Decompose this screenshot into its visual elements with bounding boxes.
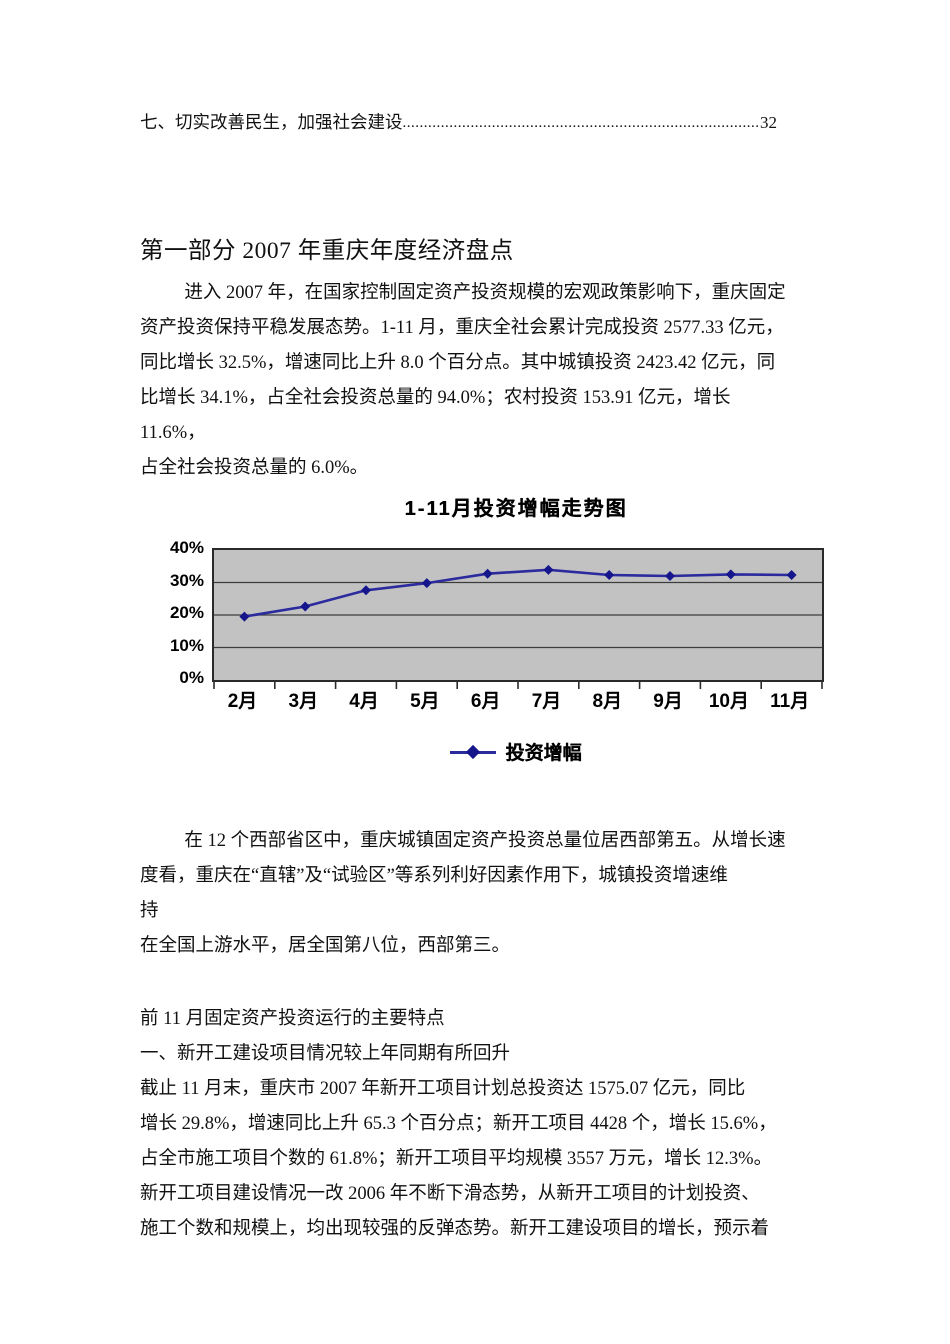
page-content: 七、切实改善民生，加强社会建设.........................… [140, 0, 824, 1247]
text-line: 新开工项目建设情况一改 2006 年不断下滑态势，从新开工项目的计划投资、 [140, 1184, 760, 1204]
toc-page-number: 32 [760, 113, 777, 132]
x-axis-label: 2月 [227, 691, 258, 712]
x-axis-label: 5月 [410, 691, 440, 712]
chart-title: 1-11月投资增幅走势图 [404, 498, 628, 520]
x-axis-label: 8月 [592, 691, 623, 712]
text-line: 资产投资保持平稳发展态势。1-11 月，重庆全社会累计完成投资 2577.33 … [140, 318, 784, 338]
text-line: 前 11 月固定资产投资运行的主要特点 [140, 1009, 445, 1029]
y-axis-label: 40% [169, 538, 204, 557]
text-line: 一、新开工建设项目情况较上年同期有所回升 [140, 1044, 511, 1064]
paragraph-investment-features: 前 11 月固定资产投资运行的主要特点 一、新开工建设项目情况较上年同期有所回升… [140, 1002, 823, 1247]
chart-legend: 投资增幅 [212, 738, 820, 765]
legend-series-label: 投资增幅 [505, 743, 582, 764]
x-axis-label: 7月 [531, 691, 562, 712]
legend-line-marker-icon [450, 744, 497, 759]
toc-entry-row: 七、切实改善民生，加强社会建设.........................… [140, 110, 777, 137]
text-line: 增长 29.8%，增速同比上升 65.3 个百分点；新开工项目 4428 个，增… [140, 1114, 777, 1134]
x-axis-label: 10月 [708, 691, 749, 712]
toc-dot-leader: ........................................… [402, 115, 761, 131]
text-line: 同比增长 32.5%，增速同比上升 8.0 个百分点。其中城镇投资 2423.4… [140, 353, 776, 373]
text-line: 比增长 34.1%，占全社会投资总量的 94.0%；农村投资 153.91 亿元… [140, 388, 731, 408]
paragraph-investment-overview: 进入 2007 年，在国家控制固定资产投资规模的宏观政策影响下，重庆固定 资产投… [140, 276, 823, 486]
x-axis-label: 9月 [653, 691, 683, 712]
x-axis-label: 3月 [288, 691, 319, 712]
paragraph-west-region-ranking: 在 12 个西部省区中，重庆城镇固定资产投资总量位居西部第五。从增长速 度看，重… [140, 824, 823, 964]
text-line: 施工个数和规模上，均出现较强的反弹态势。新开工建设项目的增长，预示着 [140, 1219, 770, 1239]
text-line: 占全市施工项目个数的 61.8%；新开工项目平均规模 3557 万元，增长 12… [140, 1149, 773, 1169]
y-axis-label: 20% [169, 603, 204, 622]
section-heading: 第一部分 2007 年重庆年度经济盘点 [140, 238, 514, 264]
x-axis-label: 6月 [470, 691, 501, 712]
y-axis-label: 10% [169, 635, 204, 655]
text-line: 持 [140, 901, 159, 921]
y-axis-label: 30% [169, 570, 204, 590]
text-line: 进入 2007 年，在国家控制固定资产投资规模的宏观政策影响下，重庆固定 [184, 283, 786, 303]
investment-growth-chart: 1-11月投资增幅走势图 40% 30% 20% 10% 0% 2月 3月 4月… [160, 486, 828, 806]
text-line: 度看，重庆在“直辖”及“试验区”等系列利好因素作用下，城镇投资增速维 [140, 866, 728, 886]
y-axis-label: 0% [179, 668, 204, 687]
x-axis-label: 4月 [349, 691, 379, 712]
series-line-canvas [213, 564, 823, 689]
text-line: 截止 11 月末，重庆市 2007 年新开工项目计划总投资达 1575.07 亿… [140, 1079, 746, 1099]
text-line: 在 12 个西部省区中，重庆城镇固定资产投资总量位居西部第五。从增长速 [184, 831, 786, 851]
text-line: 11.6%， [140, 423, 206, 443]
text-line: 在全国上游水平，居全国第八位，西部第三。 [140, 936, 511, 956]
x-axis-label: 11月 [770, 691, 810, 712]
toc-entry-label: 七、切实改善民生，加强社会建设 [140, 112, 403, 132]
text-line: 占全社会投资总量的 6.0%。 [140, 458, 369, 478]
